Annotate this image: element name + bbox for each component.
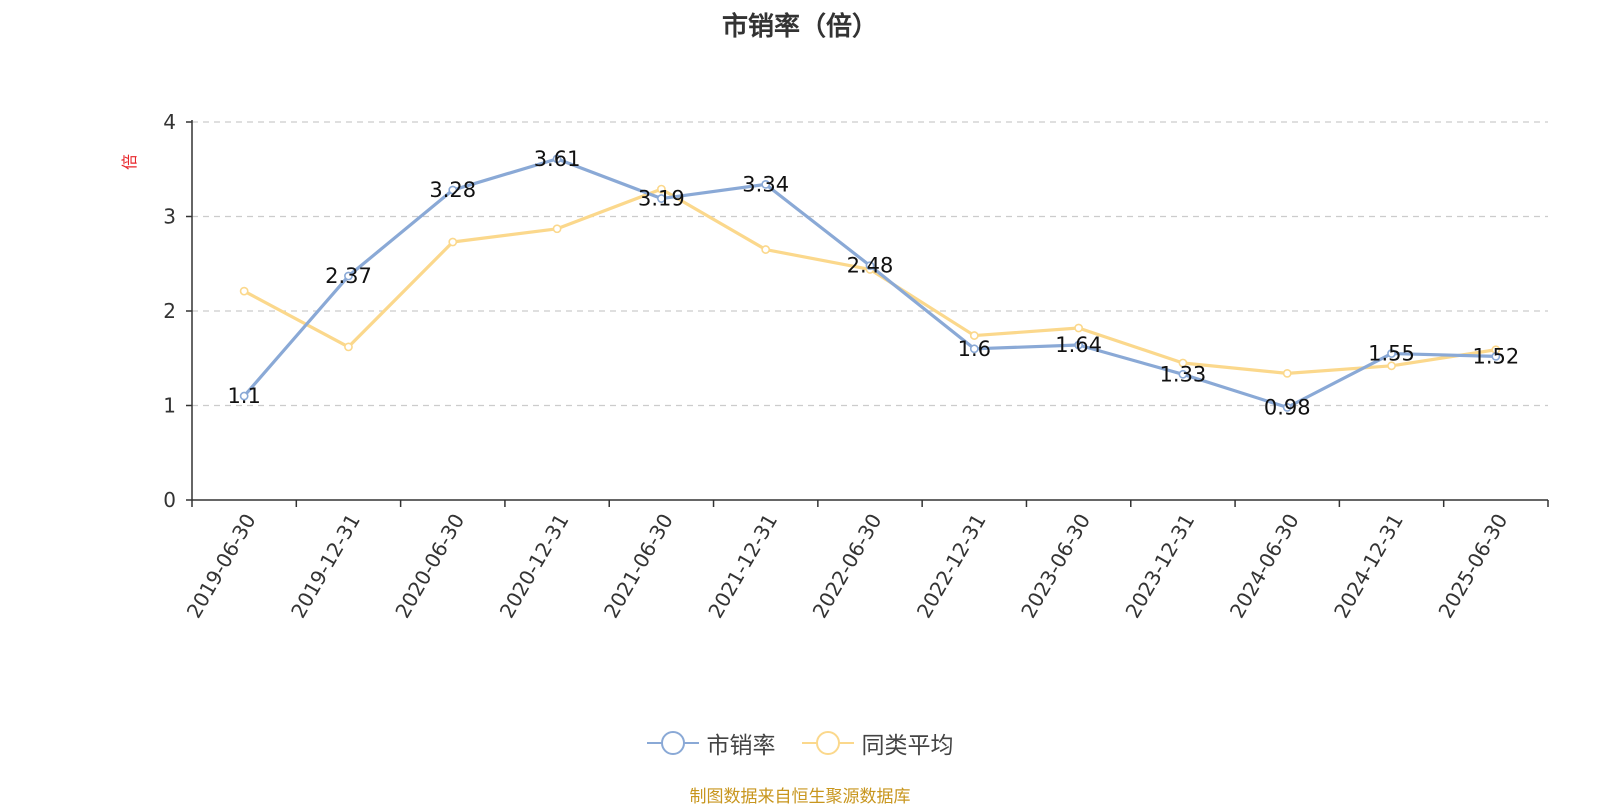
data-label: 3.34 — [742, 172, 789, 196]
y-tick-label: 0 — [163, 488, 176, 512]
data-point-series-1 — [656, 184, 666, 194]
x-tick-label: 2019-12-31 — [286, 510, 365, 623]
data-label: 1.6 — [958, 337, 991, 361]
data-point-series-1 — [239, 286, 249, 296]
data-point-series-0 — [865, 261, 875, 271]
data-label: 3.61 — [534, 147, 581, 171]
grid-lines — [192, 121, 1548, 407]
data-point-series-0 — [1387, 349, 1396, 358]
legend-item-series-0[interactable]: 市销率 — [646, 726, 776, 760]
chart-title: 市销率（倍） — [721, 12, 878, 42]
data-point-series-0 — [1282, 402, 1292, 412]
legend-label: 同类平均 — [861, 733, 954, 759]
data-label: 1.52 — [1472, 344, 1519, 368]
data-point-series-1 — [1178, 358, 1188, 368]
data-label: 1.64 — [1055, 333, 1102, 357]
data-labels: 1.1 2.37 3.28 3.61 3.19 3.34 2.48 1.6 1.64 1.33 0.… — [227, 147, 1519, 420]
y-tick-label: 3 — [163, 205, 176, 229]
data-point-series-0 — [239, 391, 249, 401]
y-tick-label: 2 — [163, 299, 176, 323]
x-tick-label: 2021-12-31 — [703, 510, 782, 623]
y-tick-label: 1 — [163, 394, 176, 418]
data-label: 1.55 — [1368, 342, 1415, 366]
series-lines — [239, 154, 1501, 412]
legend-item-series-1[interactable]: 同类平均 — [801, 726, 954, 760]
data-point-series-0 — [1178, 369, 1188, 379]
x-tick-label: 2022-12-31 — [912, 509, 991, 622]
x-tick-label: 2025-06-30 — [1433, 510, 1512, 623]
y-tick-label: 4 — [163, 110, 176, 134]
x-tick-label: 2024-06-30 — [1225, 510, 1304, 623]
x-tick-label: 2020-06-30 — [390, 510, 469, 623]
data-label: 3.19 — [638, 187, 685, 211]
x-tick-label: 2019-06-30 — [182, 510, 261, 623]
data-point-series-1 — [969, 331, 979, 340]
data-point-series-1 — [1074, 323, 1084, 333]
y-axis-unit-label: 倍 — [120, 154, 139, 170]
data-label: 3.28 — [429, 178, 476, 202]
data-point-series-0 — [448, 185, 458, 195]
data-point-series-0 — [656, 194, 666, 203]
data-point-series-1 — [448, 237, 458, 247]
data-point-series-0 — [552, 154, 562, 164]
data-point-series-0 — [1074, 340, 1084, 350]
data-point-series-1 — [1282, 368, 1292, 378]
data-source-note: 制图数据来自恒生聚源数据库 — [689, 787, 911, 807]
axes: 0 1 2 3 4 2019-06-30 2019-12-31 2020-06-30 2020-… — [163, 110, 1549, 623]
data-label: 0.98 — [1264, 395, 1311, 419]
data-label: 1.33 — [1160, 362, 1207, 386]
data-point-series-0 — [344, 271, 353, 281]
legend-line-circle-icon — [646, 730, 699, 756]
legend-label: 市销率 — [706, 733, 776, 759]
data-point-series-0 — [761, 179, 771, 189]
data-point-series-1 — [344, 342, 353, 352]
data-label: 2.48 — [847, 254, 894, 278]
x-tick-label: 2023-12-31 — [1120, 510, 1199, 623]
x-tick-label: 2022-06-30 — [808, 510, 887, 623]
data-label: 2.37 — [325, 264, 372, 288]
data-point-series-1 — [552, 224, 562, 234]
data-point-series-0 — [969, 344, 979, 354]
data-point-series-1 — [1387, 361, 1396, 371]
data-point-series-1 — [761, 245, 771, 254]
x-tick-label: 2024-12-31 — [1329, 510, 1408, 623]
x-tick-label: 2020-12-31 — [495, 510, 574, 623]
data-label: 1.1 — [227, 384, 260, 408]
x-tick-label: 2023-06-30 — [1016, 510, 1095, 623]
x-tick-label: 2021-06-30 — [599, 510, 678, 623]
data-point-series-0 — [1491, 351, 1501, 361]
legend-line-circle-icon — [801, 730, 854, 756]
legend: 市销率 同类平均 — [0, 726, 1600, 760]
